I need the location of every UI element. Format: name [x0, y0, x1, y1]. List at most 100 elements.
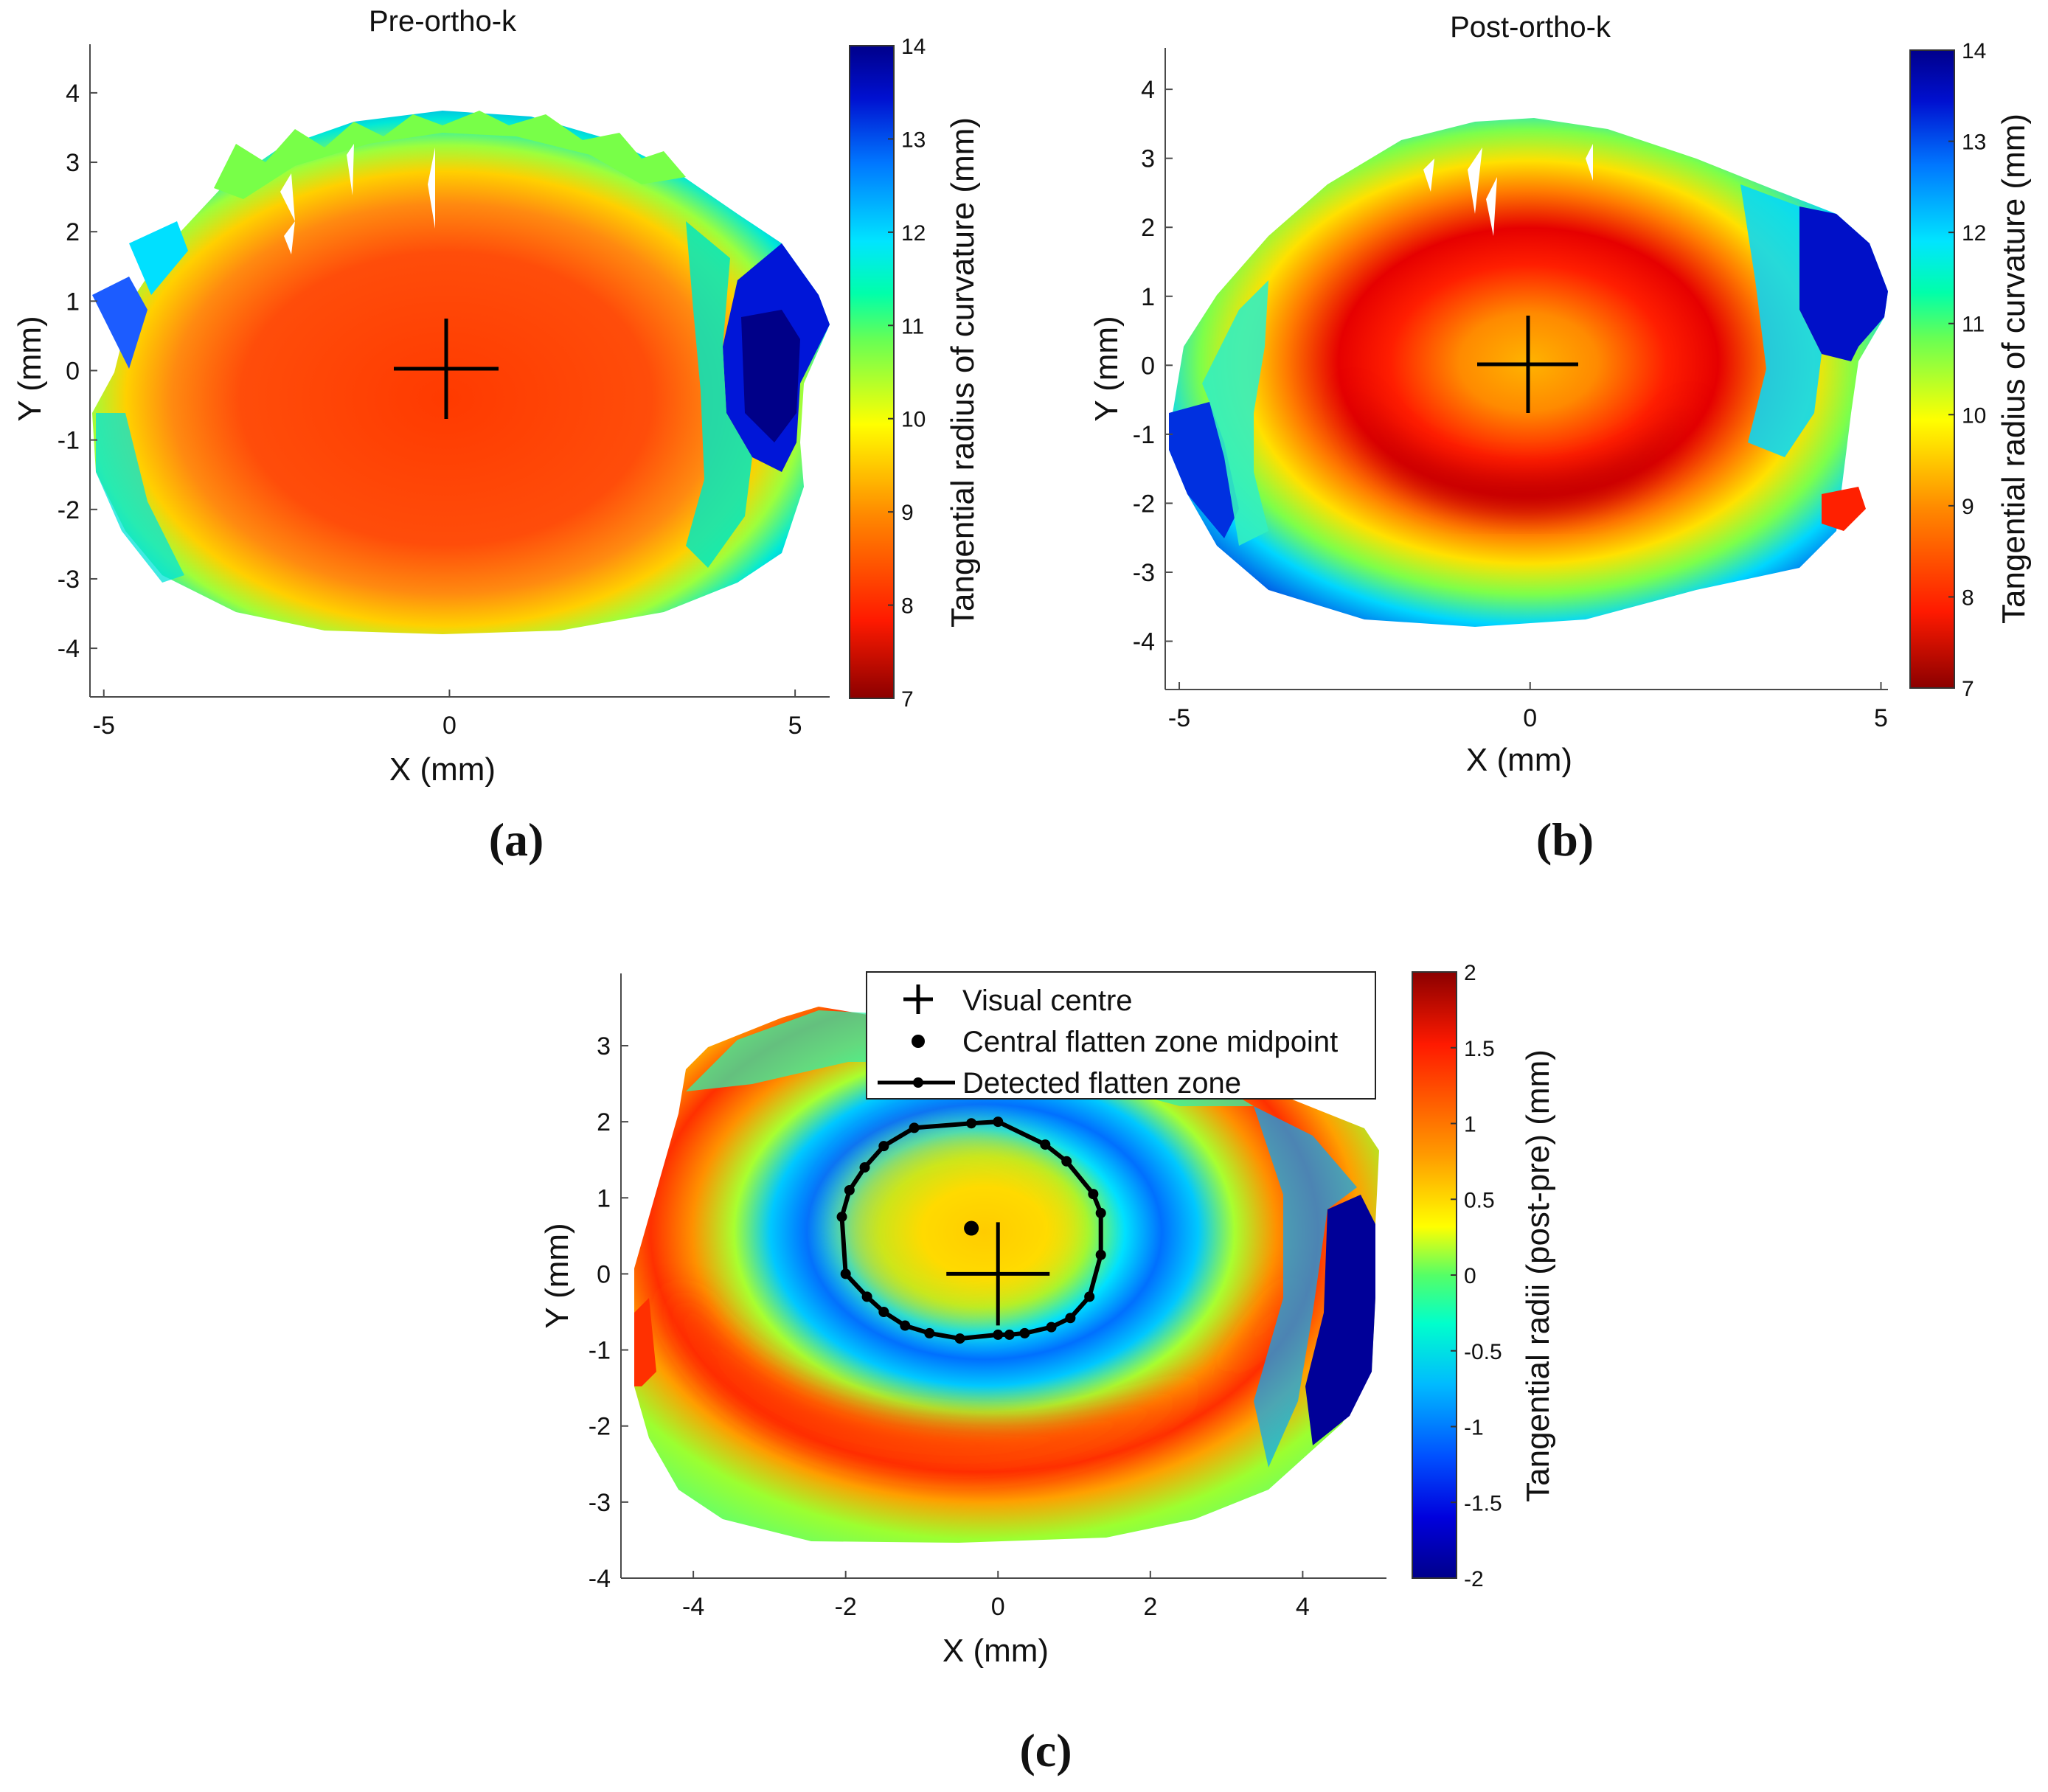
legend-visual-centre: Visual centre [962, 984, 1133, 1017]
panel-c-ylabel: Y (mm) [539, 1223, 575, 1328]
panel-b-xlabel: X (mm) [1466, 742, 1572, 778]
colorbar-tick-label: 11 [1962, 313, 1985, 337]
y-tick-label: 3 [66, 149, 80, 177]
flatten-zone-point [1019, 1327, 1030, 1338]
panel-a-right-core [741, 310, 800, 442]
colorbar-tick-label: 10 [901, 408, 926, 432]
panel-b-ylabel: Y (mm) [1089, 316, 1125, 421]
panel-c-colorbar-ramp [1412, 971, 1457, 1579]
flatten-zone-point [878, 1306, 889, 1317]
flatten-zone-point [966, 1118, 977, 1129]
flatten-zone-point [1004, 1329, 1015, 1340]
x-tick-label: 0 [1523, 704, 1537, 732]
panel-b-ticks: -5 0 5 -4 -3 -2 -1 0 1 2 3 4 [1133, 76, 1888, 732]
colorbar-tick-label: 14 [1962, 39, 1986, 63]
panel-a-bottom-left-ring [96, 413, 184, 583]
panel-a-colorbar-label: Tangential radius of curvature (mm) [945, 117, 981, 628]
panel-b-left-ring [1202, 280, 1268, 546]
legend-line-icon [878, 1077, 955, 1088]
x-tick-label: 5 [1874, 704, 1888, 732]
panel-a: Pre-ortho-k -5 0 5 -4 -3 -2 -1 0 [12, 5, 981, 866]
y-tick-label: 0 [66, 358, 80, 386]
panel-b-colorbar-ticks: 7 8 9 10 11 12 13 14 [1948, 39, 1986, 701]
colorbar-tick-label: 7 [901, 687, 914, 712]
flatten-zone-point [840, 1268, 851, 1279]
panel-c-left-edge [634, 1298, 656, 1386]
panel-c: -4 -2 0 2 4 -4 -3 -2 -1 0 1 2 3 X (mm) Y (mm) Visual… [539, 961, 1556, 1777]
colorbar-tick-label: 11 [901, 314, 924, 338]
colorbar-tick-label: -2 [1464, 1567, 1484, 1591]
y-tick-label: 0 [597, 1260, 611, 1288]
panel-a-colorbar: 7 8 9 10 11 12 13 14 Tangential radius of curva… [849, 35, 981, 712]
panel-a-top-fringe [214, 111, 686, 199]
panel-a-ylabel: Y (mm) [12, 316, 48, 421]
flatten-zone-point [1095, 1207, 1106, 1218]
y-tick-label: -3 [1133, 559, 1155, 587]
flatten-zone-point [859, 1162, 870, 1173]
panel-c-legend: Visual centre Central flatten zone midpo… [866, 971, 1376, 1100]
panel-c-colorbar-label: Tangential radii (post-pre) (mm) [1520, 1049, 1556, 1502]
y-tick-label: 1 [597, 1184, 611, 1212]
colorbar-tick-label: 1.5 [1464, 1037, 1495, 1061]
colorbar-tick-label: 0 [1464, 1264, 1476, 1288]
x-tick-label: 2 [1143, 1593, 1157, 1621]
panel-c-right-lobe [1305, 1195, 1375, 1445]
panel-b-visual-centre-marker [1477, 316, 1578, 413]
flatten-zone-point [1040, 1139, 1051, 1150]
y-tick-label: -1 [589, 1337, 611, 1365]
y-tick-label: 1 [1141, 283, 1155, 311]
x-tick-label: 0 [442, 712, 457, 740]
colorbar-tick-label: 12 [901, 221, 926, 246]
panel-c-right-ring [1254, 1106, 1357, 1468]
caption-b: (b) [1536, 813, 1594, 866]
panel-b-right-ring [1740, 184, 1822, 457]
panel-a-xlabel: X (mm) [389, 751, 496, 788]
panel-b-axes: -5 0 5 -4 -3 -2 -1 0 1 2 3 4 [1133, 48, 1888, 732]
panel-c-visual-centre-marker [946, 1222, 1050, 1326]
x-tick-label: -5 [93, 712, 115, 740]
y-tick-label: -4 [58, 635, 80, 663]
y-tick-label: 4 [1141, 76, 1155, 104]
caption-a: (a) [489, 813, 544, 866]
colorbar-tick-label: 14 [901, 35, 926, 59]
flatten-zone-point [1095, 1249, 1106, 1260]
flatten-zone-point [844, 1184, 855, 1195]
y-tick-label: 0 [1141, 352, 1155, 380]
x-tick-label: -4 [682, 1593, 704, 1621]
colorbar-tick-label: 2 [1464, 961, 1476, 985]
panel-a-heatmap [92, 111, 830, 634]
flatten-zone-point [909, 1122, 920, 1133]
flatten-zone-point [861, 1291, 872, 1302]
panel-c-colorbar-ticks: -2 -1.5 -1 -0.5 0 0.5 1 1.5 2 [1451, 961, 1502, 1591]
panel-c-xlabel: X (mm) [943, 1633, 1049, 1669]
y-tick-label: 4 [66, 80, 80, 108]
y-tick-label: -3 [589, 1489, 611, 1517]
legend-box [866, 971, 1376, 1100]
colorbar-tick-label: 13 [901, 128, 926, 152]
x-tick-label: -5 [1168, 704, 1190, 732]
y-tick-label: -2 [58, 496, 80, 524]
legend-dot-icon [912, 1035, 925, 1048]
colorbar-tick-label: 8 [901, 594, 914, 619]
panel-b-colorbar-ramp [1909, 49, 1955, 689]
colorbar-tick-label: -1 [1464, 1416, 1484, 1440]
colorbar-tick-label: 0.5 [1464, 1188, 1495, 1212]
colorbar-tick-label: 9 [1962, 495, 1974, 519]
y-tick-label: 3 [597, 1032, 611, 1060]
panel-c-flatten-zone [836, 1116, 1106, 1344]
panel-a-left-fringe-2 [129, 221, 188, 295]
colorbar-tick-label: 8 [1962, 586, 1974, 610]
colorbar-tick-label: 13 [1962, 131, 1986, 155]
panel-c-axes: -4 -2 0 2 4 -4 -3 -2 -1 0 1 2 3 [589, 973, 1386, 1621]
x-tick-label: 0 [991, 1593, 1005, 1621]
panel-b-colorbar-label: Tangential radius of curvature (mm) [1996, 114, 2032, 624]
panel-b-title: Post-ortho-k [1450, 11, 1611, 44]
x-tick-label: -2 [835, 1593, 857, 1621]
y-tick-label: -2 [589, 1413, 611, 1441]
flatten-zone-point [924, 1327, 935, 1338]
colorbar-tick-label: 7 [1962, 677, 1974, 701]
y-tick-label: -1 [1133, 421, 1155, 449]
panel-a-title: Pre-ortho-k [369, 5, 517, 38]
